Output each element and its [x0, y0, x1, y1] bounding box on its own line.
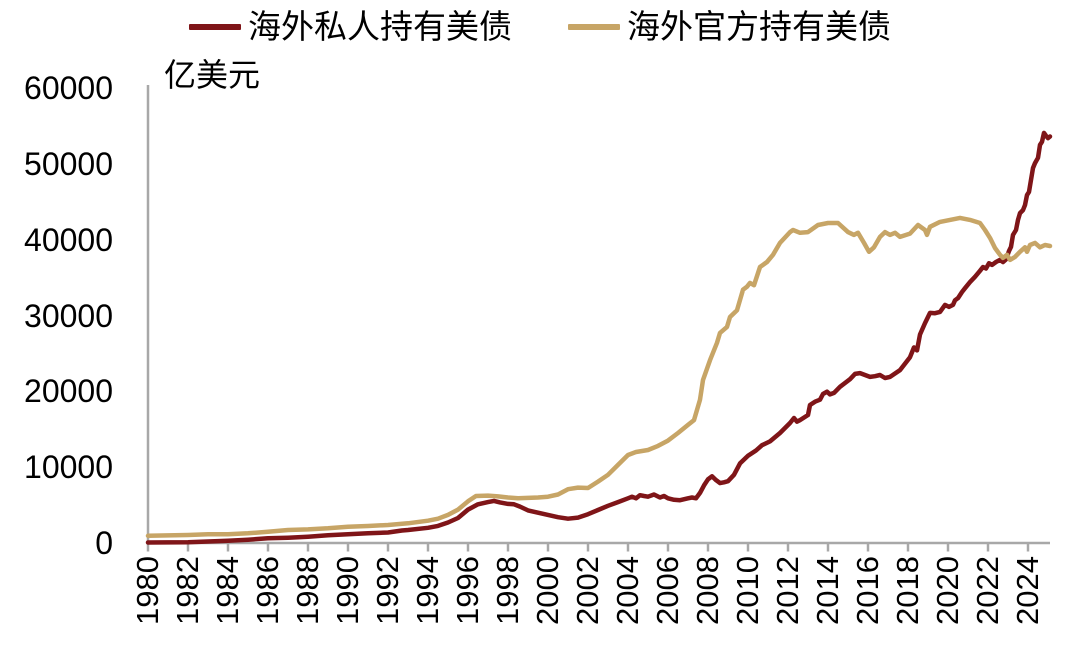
y-tick-label-40000: 40000: [24, 221, 113, 258]
legend-item-private: 海外私人持有美债: [189, 9, 512, 45]
legend-label-official: 海外官方持有美债: [627, 8, 891, 45]
chart-legend: 海外私人持有美债 海外官方持有美债: [0, 9, 1080, 45]
legend-label-private: 海外私人持有美债: [248, 8, 512, 45]
legend-line-swatch-official: [568, 24, 620, 30]
x-axis-ticks: [146, 543, 1030, 552]
y-tick-label-0: 0: [95, 525, 113, 561]
y-tick-label-10000: 10000: [24, 449, 113, 486]
y-tick-label-20000: 20000: [24, 373, 113, 410]
legend-line-swatch-private: [189, 24, 241, 30]
legend-item-official: 海外官方持有美债: [568, 9, 891, 45]
y-tick-label-60000: 60000: [24, 70, 113, 106]
series-line-official: [145, 215, 1053, 539]
y-tick-label-50000: 50000: [24, 145, 113, 182]
series-line-private: [145, 130, 1053, 545]
y-axis-unit-label: 亿美元: [164, 57, 261, 93]
y-tick-label-30000: 30000: [24, 297, 113, 334]
